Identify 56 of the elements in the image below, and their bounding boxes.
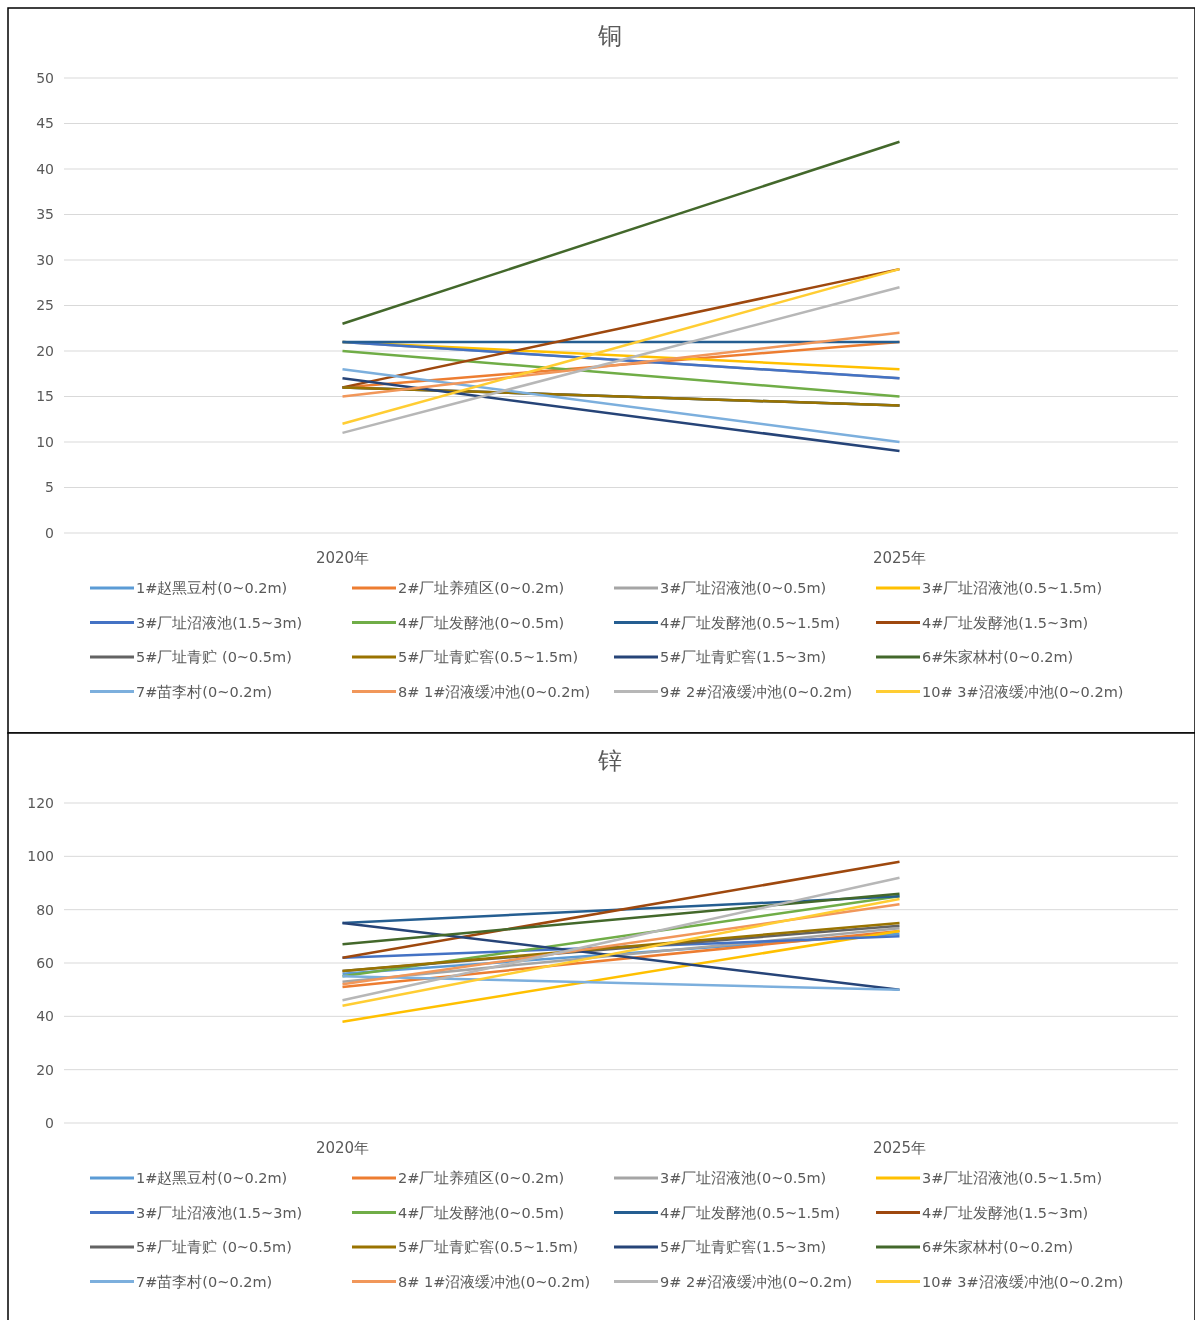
legend-label: 7#苗李村(0~0.2m) — [136, 683, 273, 700]
legend-label: 9# 2#沼液缓冲池(0~0.2m) — [660, 1273, 853, 1290]
legend-label: 5#厂址青贮窖(0.5~1.5m) — [398, 1239, 579, 1256]
y-tick-label: 60 — [36, 954, 54, 971]
y-tick-label: 25 — [36, 297, 54, 314]
x-tick-label: 2025年 — [872, 549, 927, 567]
legend-label: 5#厂址青贮窖(1.5~3m) — [660, 649, 827, 666]
legend-label: 4#厂址发酵池(0~0.5m) — [398, 1204, 565, 1221]
legend-label: 10# 3#沼液缓冲池(0~0.2m) — [922, 683, 1124, 700]
legend-label: 4#厂址发酵池(0.5~1.5m) — [660, 614, 841, 631]
y-tick-label: 5 — [45, 479, 54, 496]
legend-label: 3#厂址沼液池(0~0.5m) — [660, 1170, 827, 1187]
legend-label: 5#厂址青贮窖(1.5~3m) — [660, 1239, 827, 1256]
x-tick-label: 2020年 — [315, 549, 370, 567]
legend-label: 4#厂址发酵池(1.5~3m) — [922, 614, 1089, 631]
legend-label: 4#厂址发酵池(1.5~3m) — [922, 1204, 1089, 1221]
y-tick-label: 30 — [36, 251, 54, 268]
y-tick-label: 15 — [36, 388, 54, 405]
legend-label: 2#厂址养殖区(0~0.2m) — [398, 1170, 565, 1187]
legend-label: 8# 1#沼液缓冲池(0~0.2m) — [398, 683, 591, 700]
y-tick-label: 0 — [45, 524, 54, 541]
legend-label: 6#朱家林村(0~0.2m) — [922, 649, 1074, 666]
legend-label: 4#厂址发酵池(0.5~1.5m) — [660, 1204, 841, 1221]
y-tick-label: 50 — [36, 69, 54, 86]
legend-label: 1#赵黑豆村(0~0.2m) — [136, 1170, 288, 1187]
legend-label: 3#厂址沼液池(0.5~1.5m) — [922, 580, 1103, 597]
legend-label: 6#朱家林村(0~0.2m) — [922, 1239, 1074, 1256]
legend-label: 7#苗李村(0~0.2m) — [136, 1273, 273, 1290]
legend-label: 2#厂址养殖区(0~0.2m) — [398, 580, 565, 597]
y-tick-label: 100 — [27, 848, 54, 865]
legend-label: 5#厂址青贮 (0~0.5m) — [136, 649, 292, 666]
y-tick-label: 80 — [36, 901, 54, 918]
y-tick-label: 20 — [36, 342, 54, 359]
chart-title: 铜 — [596, 22, 622, 50]
x-tick-label: 2025年 — [872, 1139, 927, 1157]
x-tick-label: 2020年 — [315, 1139, 370, 1157]
legend-label: 1#赵黑豆村(0~0.2m) — [136, 580, 288, 597]
legend-label: 3#厂址沼液池(0.5~1.5m) — [922, 1170, 1103, 1187]
y-tick-label: 45 — [36, 115, 54, 132]
chart-title: 锌 — [596, 747, 622, 775]
legend-label: 4#厂址发酵池(0~0.5m) — [398, 614, 565, 631]
y-tick-label: 35 — [36, 206, 54, 223]
legend-label: 3#厂址沼液池(1.5~3m) — [136, 614, 303, 631]
legend-label: 3#厂址沼液池(1.5~3m) — [136, 1204, 303, 1221]
legend-label: 5#厂址青贮 (0~0.5m) — [136, 1239, 292, 1256]
y-tick-label: 0 — [45, 1114, 54, 1131]
y-tick-label: 40 — [36, 160, 54, 177]
legend-label: 3#厂址沼液池(0~0.5m) — [660, 580, 827, 597]
y-tick-label: 20 — [36, 1061, 54, 1078]
legend-label: 8# 1#沼液缓冲池(0~0.2m) — [398, 1273, 591, 1290]
y-tick-label: 40 — [36, 1008, 54, 1025]
y-tick-label: 120 — [27, 794, 54, 811]
y-tick-label: 10 — [36, 433, 54, 450]
legend-label: 5#厂址青贮窖(0.5~1.5m) — [398, 649, 579, 666]
legend-label: 10# 3#沼液缓冲池(0~0.2m) — [922, 1273, 1124, 1290]
legend-label: 9# 2#沼液缓冲池(0~0.2m) — [660, 683, 853, 700]
